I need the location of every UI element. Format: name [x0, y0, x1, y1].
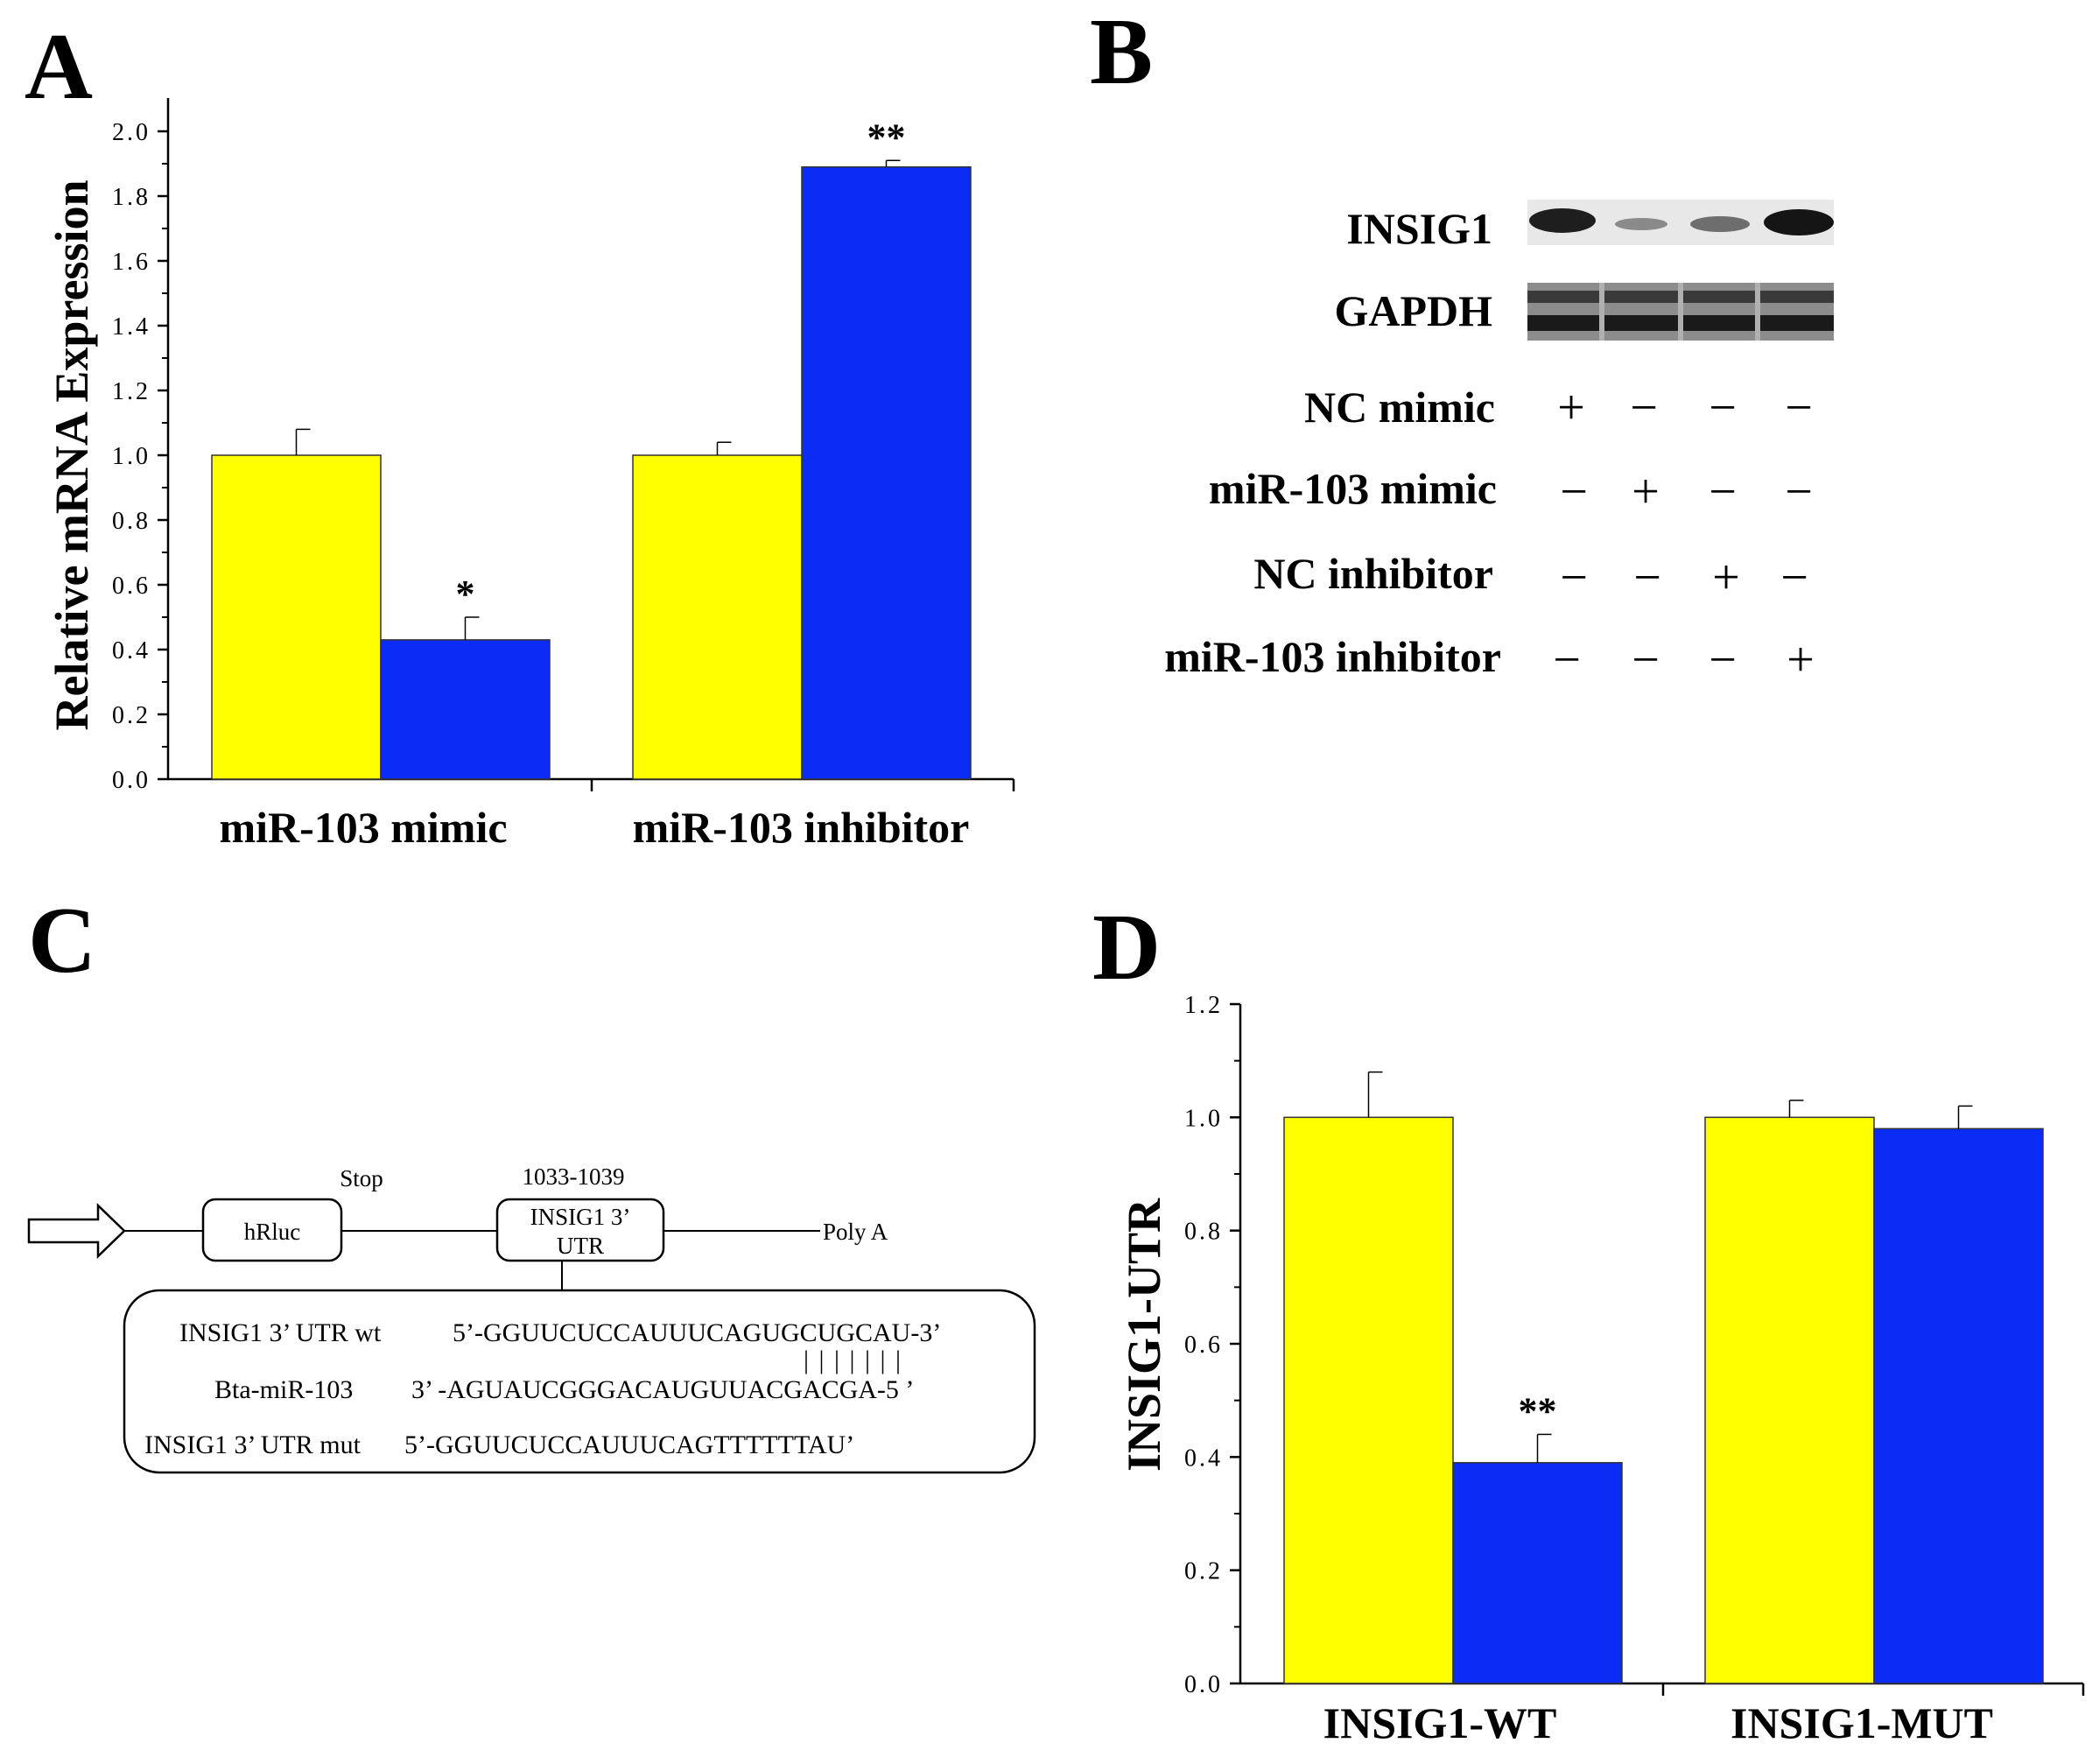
wb-band	[1764, 209, 1834, 235]
y-tick-label: 0.2	[112, 702, 151, 729]
wb-sign: −	[1553, 633, 1581, 687]
promoter-arrow-icon	[27, 1203, 126, 1259]
y-tick-label: 0.8	[1184, 1219, 1223, 1246]
wb-band	[1615, 218, 1667, 230]
bar	[1704, 1116, 1875, 1684]
y-tick-label: 1.2	[1184, 992, 1223, 1019]
wb-sign: −	[1785, 381, 1813, 435]
y-tick-label: 1.0	[1184, 1105, 1223, 1132]
y-tick-label: 1.6	[112, 249, 151, 276]
y-tick-label: 0.6	[112, 573, 151, 600]
y-tick-label: 0.0	[1184, 1671, 1223, 1698]
y-tick-label: 0.6	[1184, 1332, 1223, 1359]
wb-sign: −	[1709, 465, 1737, 519]
y-tick-label: 0.4	[112, 637, 151, 664]
wb-lane-gap	[1599, 283, 1604, 341]
wt-sequence: 5’-GGUUCUCCAUUUCAGUGCUGCAU-3’	[453, 1318, 941, 1347]
wb-sign: −	[1780, 551, 1808, 605]
wb-band	[1690, 216, 1750, 232]
bar	[211, 454, 382, 780]
panel-a-y-axis-title: Relative mRNA Expression	[46, 180, 98, 731]
panel-a: A 0.00.20.40.60.81.01.21.41.61.82.0*** R…	[25, 15, 1015, 852]
panel-d-category-label: INSIG1-MUT	[1730, 1698, 1993, 1747]
polya-label: Poly A	[823, 1219, 888, 1245]
y-tick-label: 0.0	[112, 767, 151, 794]
y-tick-label: 0.4	[1184, 1444, 1223, 1472]
panel-a-letter: A	[25, 15, 93, 119]
wt-label: INSIG1 3’ UTR wt	[179, 1318, 382, 1347]
wb-lane-gap	[1678, 283, 1683, 341]
site-label: 1033-1039	[523, 1163, 625, 1190]
wb-insig1-blot	[1527, 200, 1834, 245]
panel-b: B INSIG1 GAPDH NC mimic miR-103 mimic NC…	[1090, 0, 1834, 687]
wb-sign: +	[1787, 633, 1815, 687]
bar	[801, 165, 972, 780]
stop-label: Stop	[340, 1165, 383, 1191]
significance-label: **	[867, 116, 906, 158]
panel-c-letter: C	[28, 889, 96, 993]
wb-gapdh-blot	[1527, 283, 1834, 341]
mut-sequence: 5’-GGUUCUCCAUUUCAGTTTTTTAU’	[404, 1430, 854, 1459]
y-tick-label: 1.4	[112, 313, 151, 341]
wb-sign: +	[1712, 551, 1740, 605]
wb-sign: −	[1560, 465, 1588, 519]
panel-a-category-label: miR-103 mimic	[219, 803, 507, 852]
y-tick-label: 0.2	[1184, 1558, 1223, 1585]
y-tick-label: 1.0	[112, 443, 151, 470]
utr-label-line1: INSIG1 3’	[530, 1204, 631, 1230]
sequence-box	[123, 1289, 1036, 1474]
mut-label: INSIG1 3’ UTR mut	[144, 1430, 362, 1459]
bar	[380, 639, 551, 780]
wb-condition-label: NC mimic	[1304, 383, 1495, 432]
bar	[1873, 1128, 2044, 1684]
wb-sign: +	[1632, 465, 1660, 519]
significance-label: **	[1519, 1389, 1557, 1432]
bar	[1452, 1462, 1623, 1684]
significance-label: *	[456, 573, 475, 615]
wb-sign: −	[1785, 465, 1813, 519]
wb-condition-label: miR-103 mimic	[1209, 464, 1497, 513]
pairing-lines: | | | | | | |	[804, 1346, 902, 1374]
wb-sign: +	[1557, 381, 1585, 435]
wb-sign: −	[1709, 381, 1737, 435]
wb-protein-label: INSIG1	[1346, 204, 1492, 253]
panel-b-letter: B	[1090, 0, 1153, 104]
bar	[632, 454, 803, 780]
wb-band	[1529, 208, 1596, 233]
utr-label-line2: UTR	[557, 1233, 604, 1259]
wb-sign: −	[1632, 633, 1660, 687]
panel-a-category-label: miR-103 inhibitor	[633, 803, 970, 852]
panel-d-chart: 0.0 0.2 0.4 0.6 0.8 1.0 1.2 **	[1184, 992, 2085, 1698]
y-tick-label: 1.8	[112, 184, 151, 211]
hrluc-label: hRluc	[244, 1219, 301, 1245]
wb-condition-label: miR-103 inhibitor	[1164, 632, 1501, 681]
wb-sign: −	[1560, 551, 1588, 605]
mir-label: Bta-miR-103	[214, 1375, 353, 1404]
y-tick-label: 2.0	[112, 119, 151, 146]
wb-condition-label: NC inhibitor	[1253, 549, 1493, 598]
panel-c: C hRluc Stop 1033-1039 INSIG1 3’ UTR Pol…	[27, 889, 1036, 1474]
panel-d: D 0.0 0.2 0.4 0.6 0.8 1.0 1.2 ** INSIG1-UTR INS…	[1092, 896, 2085, 1747]
wb-sign: −	[1633, 551, 1661, 605]
panel-d-category-label: INSIG1-WT	[1323, 1698, 1557, 1747]
y-tick-label: 1.2	[112, 378, 151, 405]
panel-d-y-axis-title: INSIG1-UTR	[1118, 1198, 1170, 1472]
wb-lane-gap	[1755, 283, 1760, 341]
panel-d-letter: D	[1092, 896, 1161, 1000]
panel-a-chart: 0.00.20.40.60.81.01.21.41.61.82.0***	[112, 98, 1015, 794]
bar	[1283, 1116, 1454, 1684]
wb-protein-label: GAPDH	[1334, 286, 1492, 335]
y-tick-label: 0.8	[112, 508, 151, 535]
wb-sign: −	[1630, 381, 1658, 435]
mir-sequence: 3’ -AGUAUCGGGACAUGUUACGACGA-5 ’	[411, 1375, 914, 1404]
wb-sign: −	[1709, 633, 1737, 687]
